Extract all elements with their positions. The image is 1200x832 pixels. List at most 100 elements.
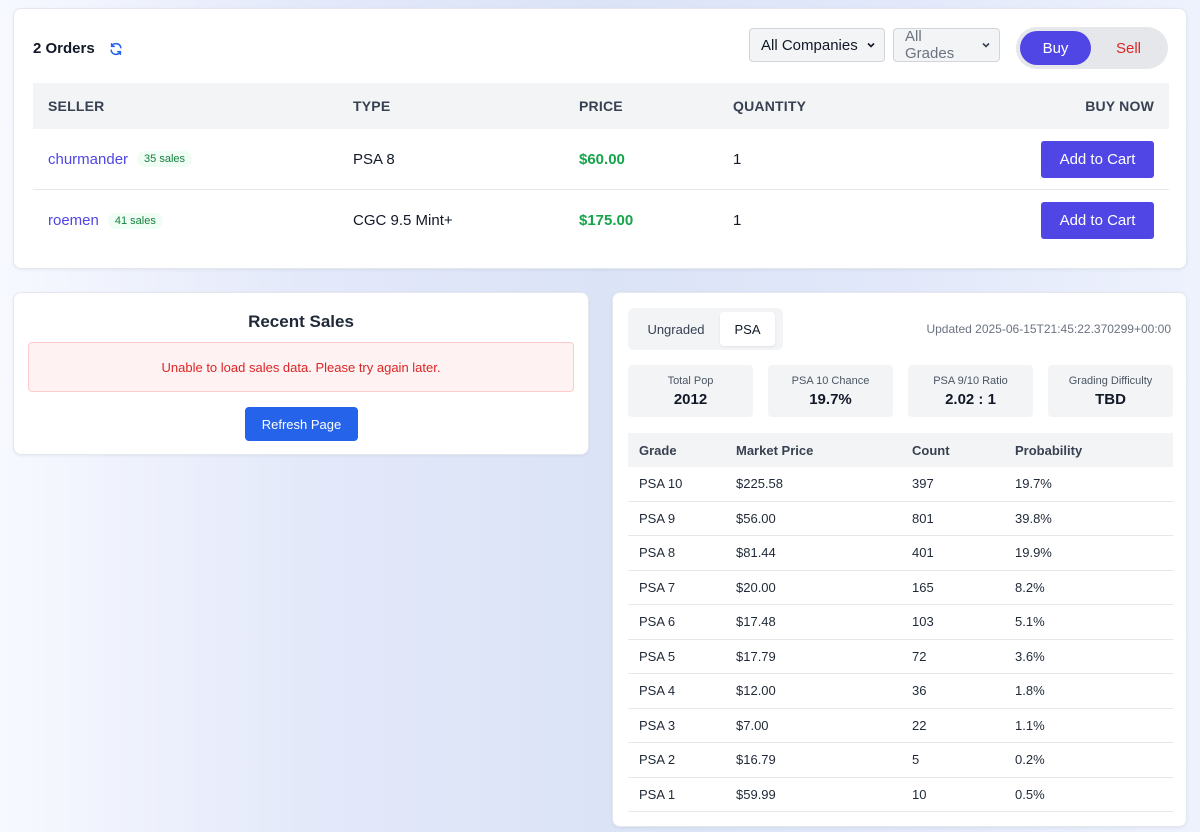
market-price-cell: $81.44: [736, 545, 776, 561]
buy-now-cell: Add to Cart: [933, 140, 1169, 178]
grade-cell: PSA 9: [639, 510, 676, 526]
stat-total-pop: Total Pop 2012: [628, 365, 753, 417]
column-header-count: Count: [912, 442, 950, 458]
probability-cell: 3.6%: [1015, 648, 1045, 664]
stat-grading-difficulty: Grading Difficulty TBD: [1048, 365, 1173, 417]
table-row: churmander 35 sales PSA 8 $60.00 1 Add t…: [33, 129, 1169, 190]
orders-card: 2 Orders All Companies All Grades Buy Se…: [13, 8, 1187, 269]
stat-value: TBD: [1095, 390, 1126, 408]
tab-ungraded[interactable]: Ungraded: [647, 321, 705, 337]
quantity-cell: 1: [733, 212, 742, 229]
grade-filter-value: All Grades: [905, 28, 955, 62]
grade-filter-select[interactable]: All Grades: [893, 28, 1000, 62]
table-row: PSA 9 $56.00 801 39.8%: [628, 502, 1173, 536]
tab-psa[interactable]: PSA: [720, 312, 775, 346]
column-header-buy-now: BUY NOW: [1085, 98, 1154, 114]
add-to-cart-button[interactable]: Add to Cart: [1041, 202, 1154, 239]
count-cell: 72: [912, 648, 927, 664]
probability-cell: 5.1%: [1015, 614, 1045, 630]
stat-value: 2012: [673, 390, 708, 408]
seller-cell: roemen 41 sales: [33, 212, 353, 229]
market-price-cell: $56.00: [736, 510, 776, 526]
column-header-seller: SELLER: [48, 98, 105, 114]
grade-table-header: Grade Market Price Count Probability: [628, 433, 1173, 467]
grade-cell: PSA 4: [639, 683, 676, 699]
table-row: roemen 41 sales CGC 9.5 Mint+ $175.00 1 …: [33, 190, 1169, 251]
grade-cell: PSA 2: [639, 752, 676, 768]
stat-psa10-chance: PSA 10 Chance 19.7%: [768, 365, 893, 417]
sales-count-badge: 41 sales: [107, 212, 163, 229]
stat-label: Grading Difficulty: [1068, 374, 1153, 387]
probability-cell: 19.7%: [1015, 476, 1052, 492]
orders-count-title: 2 Orders: [33, 40, 95, 57]
count-cell: 36: [912, 683, 927, 699]
refresh-page-button[interactable]: Refresh Page: [245, 407, 358, 441]
quantity-cell: 1: [733, 150, 742, 168]
count-cell: 397: [912, 476, 934, 492]
grade-table: Grade Market Price Count Probability PSA…: [628, 433, 1173, 812]
probability-cell: 1.8%: [1015, 683, 1045, 699]
count-cell: 103: [912, 614, 934, 630]
grade-cell: PSA 5: [639, 648, 676, 664]
orders-header: 2 Orders: [33, 40, 123, 57]
type-cell: CGC 9.5 Mint+: [353, 212, 453, 229]
count-cell: 401: [912, 545, 934, 561]
stat-value: 2.02 : 1: [945, 390, 996, 408]
seller-cell: churmander 35 sales: [33, 151, 353, 168]
grade-cell: PSA 3: [639, 717, 676, 733]
market-price-cell: $16.79: [736, 752, 776, 768]
grade-table-body: PSA 10 $225.58 397 19.7% PSA 9 $56.00 801 39.8%…: [628, 467, 1173, 812]
count-cell: 10: [912, 786, 927, 802]
count-cell: 5: [912, 752, 920, 768]
probability-cell: 0.2%: [1015, 752, 1045, 768]
grade-cell: PSA 6: [639, 614, 676, 630]
grade-cell: PSA 8: [639, 545, 676, 561]
market-price-cell: $59.99: [736, 786, 776, 802]
sell-toggle-button[interactable]: Sell: [1115, 39, 1141, 57]
population-stats: Total Pop 2012 PSA 10 Chance 19.7% PSA 9…: [628, 365, 1173, 417]
sales-count-badge: 35 sales: [137, 151, 193, 167]
sales-error-message: Unable to load sales data. Please try ag…: [28, 342, 574, 392]
market-price-cell: $225.58: [736, 476, 783, 492]
count-cell: 801: [912, 510, 934, 526]
recent-sales-card: Recent Sales Unable to load sales data. …: [13, 292, 589, 455]
probability-cell: 19.9%: [1015, 545, 1052, 561]
sales-error-text: Unable to load sales data. Please try ag…: [161, 359, 441, 375]
column-header-quantity: QUANTITY: [733, 98, 807, 114]
column-header-type: TYPE: [353, 98, 391, 114]
orders-table-header: SELLER TYPE PRICE QUANTITY BUY NOW: [33, 83, 1169, 129]
company-filter-select[interactable]: All Companies: [749, 28, 885, 62]
chevron-down-icon: [982, 42, 990, 48]
recent-sales-title: Recent Sales: [248, 312, 354, 331]
buy-now-cell: Add to Cart: [933, 202, 1169, 239]
grade-cell: PSA 1: [639, 786, 676, 802]
chevron-down-icon: [867, 42, 875, 48]
seller-link[interactable]: churmander: [48, 150, 129, 168]
table-row: PSA 3 $7.00 22 1.1%: [628, 709, 1173, 743]
count-cell: 165: [912, 579, 934, 595]
column-header-market-price: Market Price: [736, 442, 814, 458]
stat-psa-ratio: PSA 9/10 Ratio 2.02 : 1: [908, 365, 1033, 417]
probability-cell: 0.5%: [1015, 786, 1045, 802]
seller-link[interactable]: roemen: [48, 212, 99, 229]
refresh-icon[interactable]: [109, 42, 123, 56]
stat-value: 19.7%: [809, 390, 852, 408]
add-to-cart-button[interactable]: Add to Cart: [1041, 140, 1154, 178]
table-row: PSA 10 $225.58 397 19.7%: [628, 467, 1173, 502]
market-price-cell: $17.79: [736, 648, 776, 664]
table-row: PSA 5 $17.79 72 3.6%: [628, 640, 1173, 674]
table-row: PSA 8 $81.44 401 19.9%: [628, 536, 1173, 571]
grade-cell: PSA 7: [639, 579, 676, 595]
price-cell: $60.00: [579, 150, 625, 168]
updated-timestamp: Updated 2025-06-15T21:45:22.370299+00:00: [926, 322, 1171, 336]
column-header-probability: Probability: [1015, 442, 1083, 458]
market-price-cell: $20.00: [736, 579, 776, 595]
company-filter-value: All Companies: [761, 36, 858, 54]
column-header-price: PRICE: [579, 98, 623, 114]
stat-label: Total Pop: [667, 374, 714, 387]
table-row: PSA 2 $16.79 5 0.2%: [628, 743, 1173, 778]
market-price-cell: $12.00: [736, 683, 776, 699]
stat-label: PSA 9/10 Ratio: [933, 374, 1008, 387]
buy-toggle-button[interactable]: Buy: [1020, 31, 1091, 65]
population-card: Ungraded PSA Updated 2025-06-15T21:45:22…: [612, 292, 1187, 827]
